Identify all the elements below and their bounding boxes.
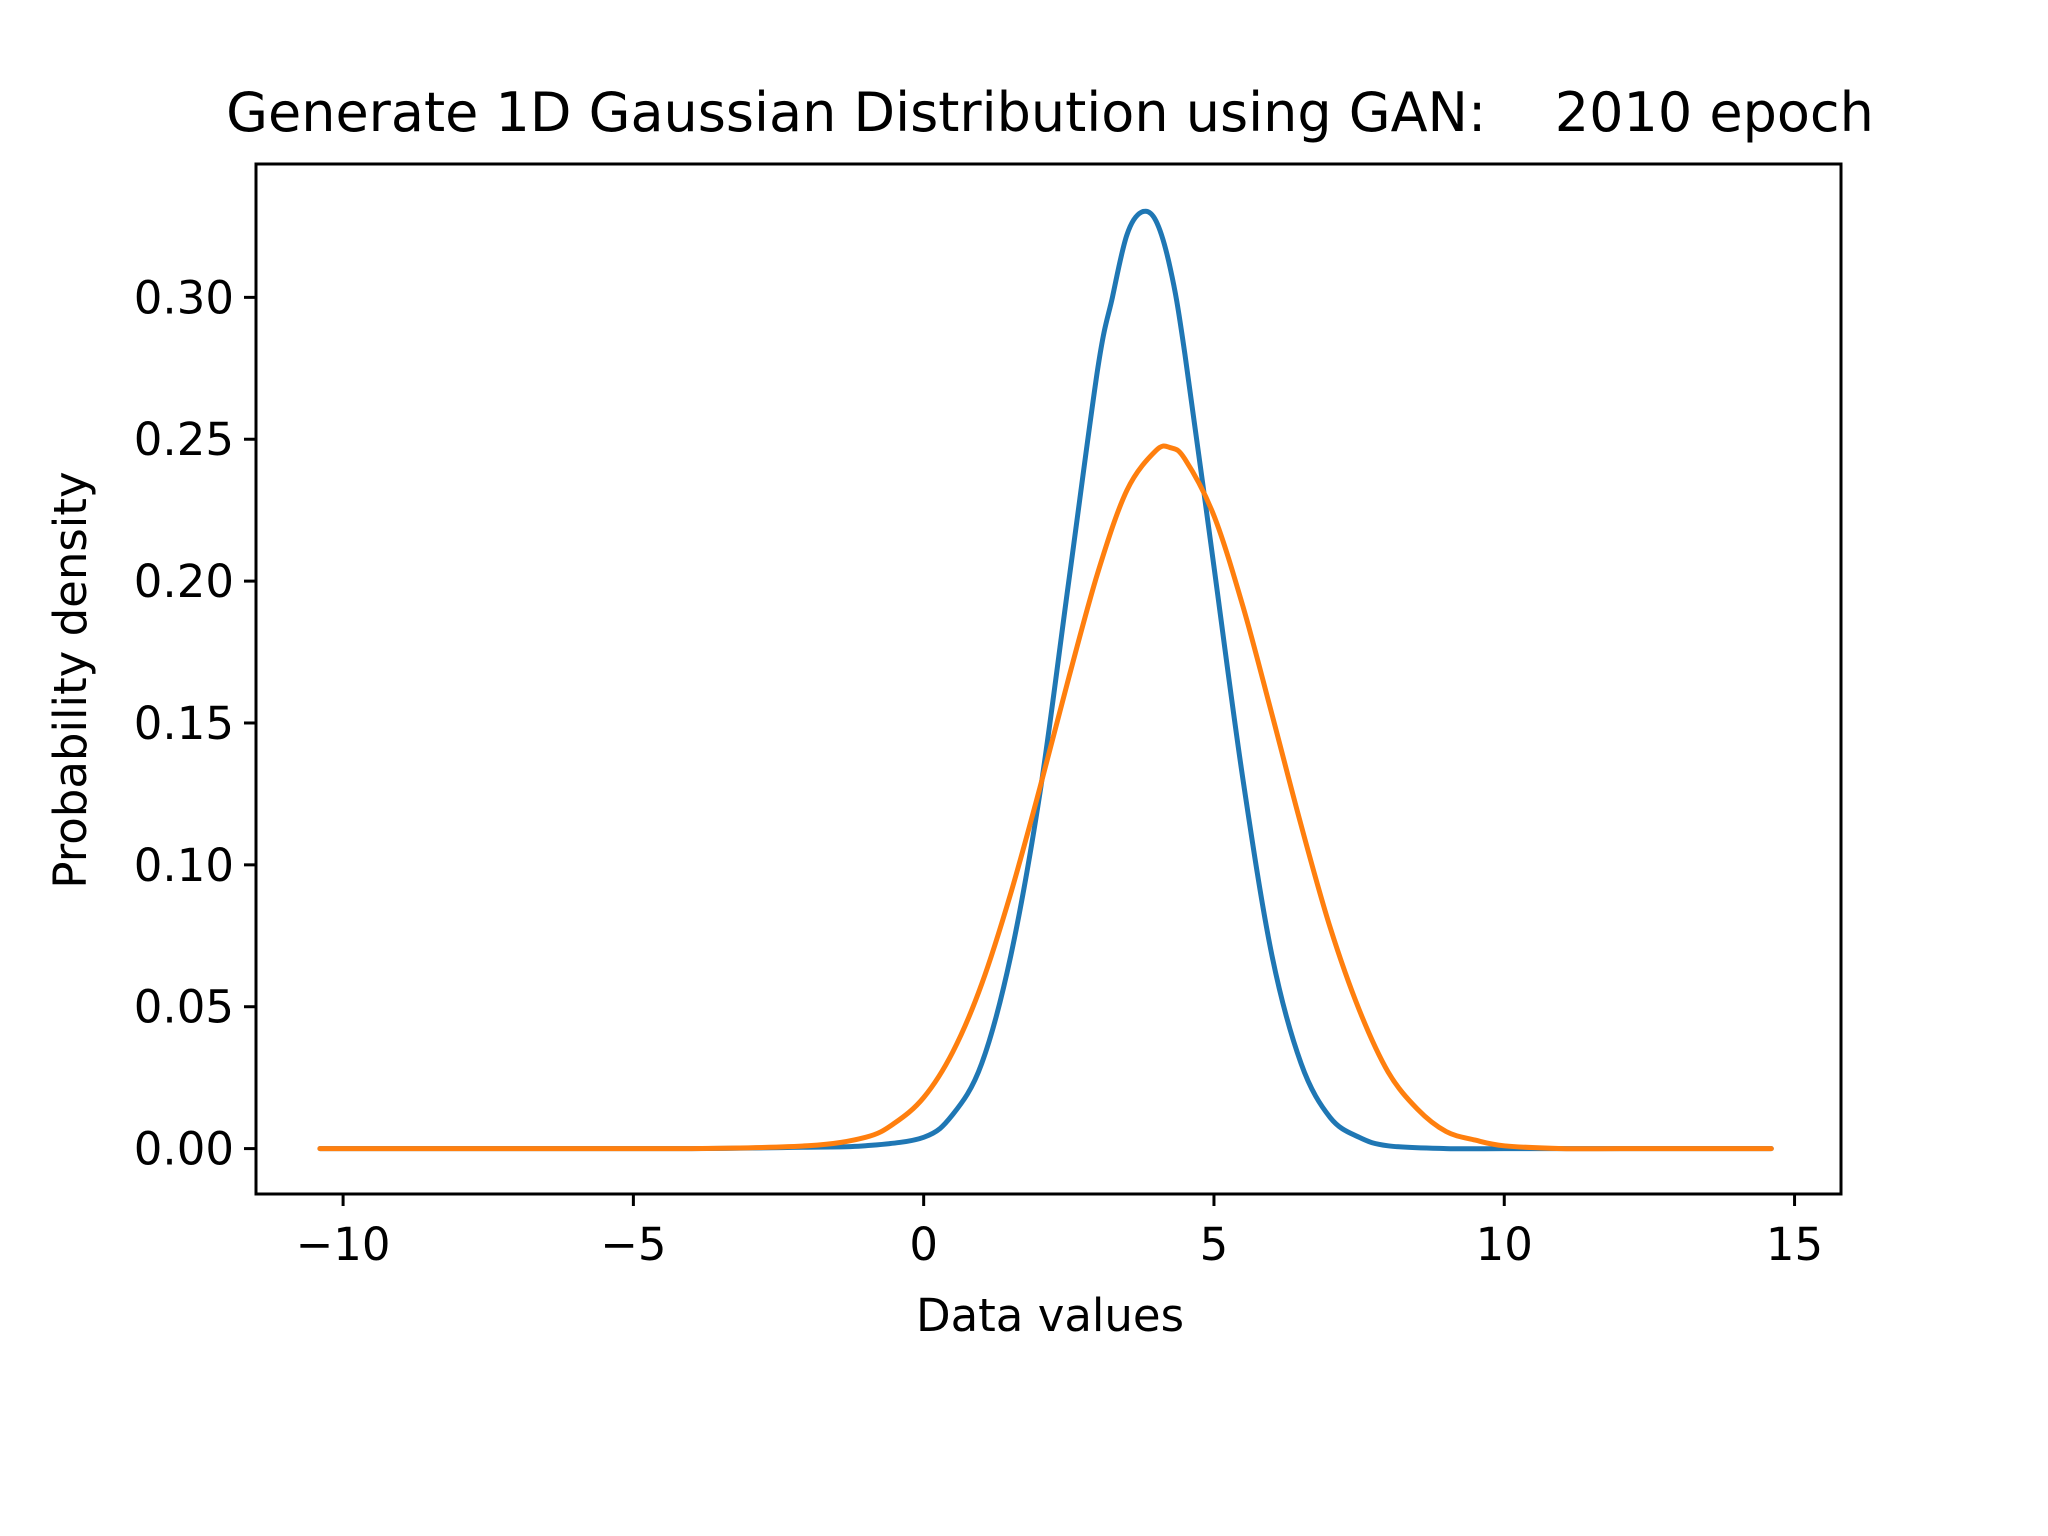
x-tick-label: −5 [600,1218,666,1271]
x-axis-ticks: −10 −5 0 5 10 15 [296,1194,1823,1271]
x-tick-label: −10 [296,1218,391,1271]
y-tick-label: 0.20 [134,555,234,608]
x-tick-label: 15 [1766,1218,1823,1271]
x-tick-label: 10 [1476,1218,1533,1271]
y-tick-label: 0.30 [134,271,234,324]
y-axis-label: Probability density [44,471,97,888]
x-tick-label: 0 [909,1218,938,1271]
y-tick-label: 0.15 [134,697,234,750]
series-line-2 [317,443,1774,1152]
series-lines [317,208,1774,1152]
series-line-1 [317,208,1774,1152]
y-tick-label: 0.00 [134,1123,234,1176]
y-axis-ticks: 0.00 0.05 0.10 0.15 0.20 0.25 0.30 [134,271,256,1176]
y-tick-label: 0.25 [134,413,234,466]
chart-title: Generate 1D Gaussian Distribution using … [226,81,1874,144]
y-tick-label: 0.05 [134,981,234,1034]
x-tick-label: 5 [1200,1218,1229,1271]
y-tick-label: 0.10 [134,839,234,892]
plot-frame [254,162,1843,1196]
x-axis-label: Data values [916,1289,1184,1342]
